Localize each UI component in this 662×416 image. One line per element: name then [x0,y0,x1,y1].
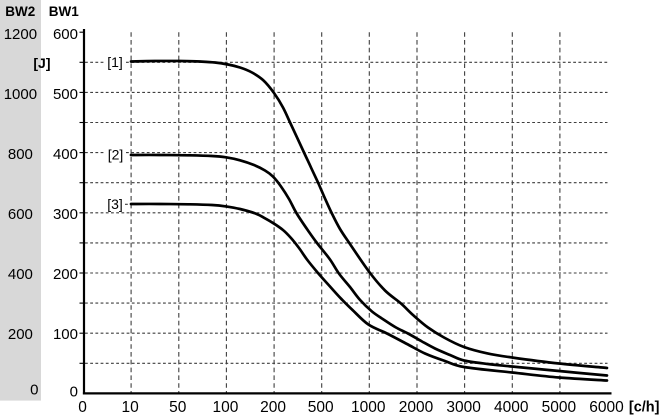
svg-text:500: 500 [308,399,334,416]
svg-text:2000: 2000 [399,399,434,416]
svg-text:[J]: [J] [33,55,50,71]
svg-text:100: 100 [212,399,238,416]
svg-text:400: 400 [53,146,78,163]
svg-text:6000: 6000 [589,399,624,416]
svg-text:BW1: BW1 [49,4,79,19]
svg-text:100: 100 [53,326,78,343]
svg-text:200: 200 [53,266,78,283]
svg-text:1000: 1000 [4,86,37,103]
svg-text:BW2: BW2 [5,4,35,19]
svg-text:600: 600 [8,206,33,223]
svg-text:500: 500 [53,86,78,103]
svg-text:400: 400 [8,266,33,283]
svg-text:200: 200 [8,326,33,343]
svg-text:3000: 3000 [446,399,481,416]
svg-text:[3]: [3] [107,196,123,212]
svg-text:50: 50 [169,399,187,416]
svg-text:[c/h]: [c/h] [629,399,660,415]
svg-text:10: 10 [121,399,139,416]
svg-text:600: 600 [53,26,78,43]
svg-text:1200: 1200 [4,26,37,43]
svg-text:5000: 5000 [542,399,577,416]
svg-text:1000: 1000 [351,399,386,416]
svg-text:0: 0 [30,382,38,399]
svg-text:4000: 4000 [494,399,529,416]
svg-text:0: 0 [70,384,78,401]
svg-text:[2]: [2] [108,147,124,163]
svg-text:0: 0 [78,399,87,416]
svg-text:200: 200 [260,399,286,416]
svg-text:300: 300 [53,206,78,223]
svg-text:800: 800 [8,146,33,163]
svg-text:[1]: [1] [107,54,123,70]
